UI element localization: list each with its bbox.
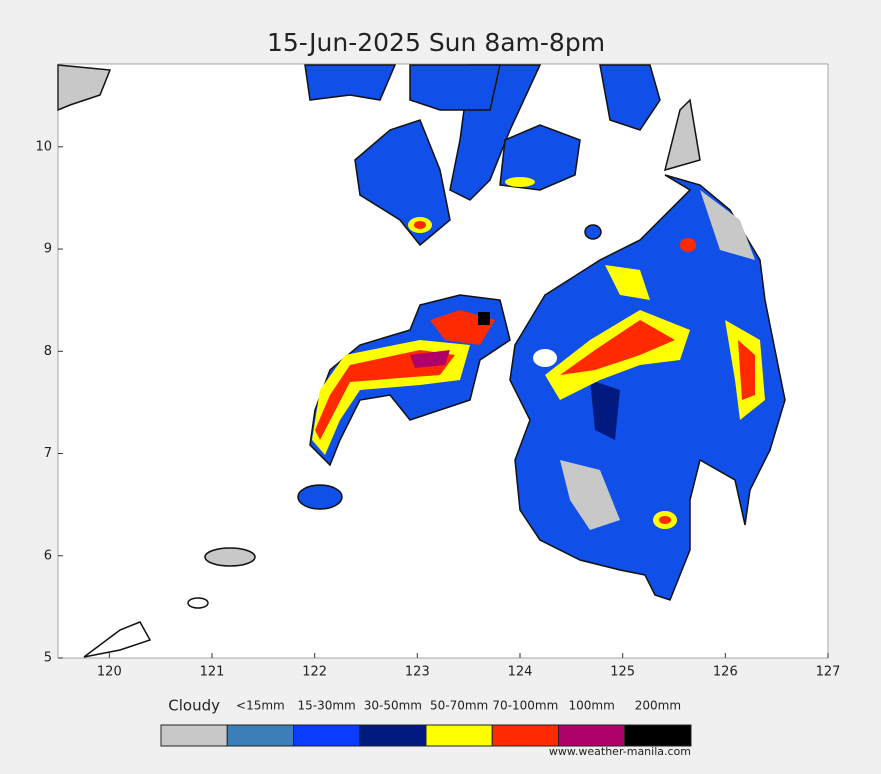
y-tick-label: 9 — [44, 242, 52, 257]
island — [663, 98, 701, 172]
rain-patch — [590, 380, 620, 440]
legend-label: 100mm — [568, 699, 614, 713]
legend-label: Cloudy — [168, 697, 220, 715]
island — [187, 597, 209, 609]
legend-label: 30-50mm — [364, 699, 422, 713]
island — [83, 621, 152, 658]
rain-patch — [414, 221, 426, 229]
y-tick-label: 8 — [44, 344, 52, 359]
legend-swatch — [491, 724, 559, 747]
map — [57, 64, 786, 658]
rain-patch — [680, 238, 696, 252]
legend-swatch — [624, 724, 692, 747]
legend-swatch — [359, 724, 427, 747]
legend-swatch — [293, 724, 361, 747]
island — [304, 64, 397, 101]
credit: www.weather-manila.com — [549, 745, 691, 758]
legend-label: 70-100mm — [492, 699, 558, 713]
legend-label: 50-70mm — [430, 699, 488, 713]
x-tick-label: 127 — [816, 665, 841, 680]
rain-patch — [315, 350, 455, 440]
legend-label: 15-30mm — [298, 699, 356, 713]
x-tick-label: 124 — [508, 665, 533, 680]
rain-patch — [700, 190, 755, 260]
y-tick-label: 6 — [44, 548, 52, 563]
legend-swatch — [226, 724, 294, 747]
y-tick-label: 10 — [35, 139, 52, 154]
rain-patch — [659, 516, 671, 524]
chart-title: 15-Jun-2025 Sun 8am-8pm — [267, 28, 605, 57]
rain-patch — [505, 177, 535, 187]
y-tick-label: 5 — [44, 651, 52, 666]
legend-label: 200mm — [635, 699, 681, 713]
island — [297, 484, 343, 510]
island — [599, 64, 661, 131]
rain-patch — [410, 350, 450, 368]
x-tick-label: 122 — [302, 665, 327, 680]
rain-patch — [560, 320, 675, 375]
island — [204, 547, 256, 567]
x-tick-label: 121 — [200, 665, 225, 680]
legend-swatch — [558, 724, 626, 747]
island — [499, 124, 581, 191]
y-tick-label: 7 — [44, 446, 52, 461]
plot-frame — [57, 63, 829, 659]
legend: Cloudy <15mm 15-30mm 30-50mm 50-70mm 70-100mm… — [160, 697, 692, 747]
rain-patch — [738, 340, 755, 400]
rain-patch — [560, 460, 620, 530]
x-tick-label: 126 — [713, 665, 738, 680]
island — [584, 224, 602, 240]
island — [354, 119, 451, 247]
island — [409, 64, 501, 111]
legend-swatch — [425, 724, 493, 747]
legend-label: <15mm — [236, 699, 285, 713]
x-tick-label: 120 — [97, 665, 122, 680]
legend-swatch — [160, 724, 228, 747]
x-tick-label: 125 — [610, 665, 635, 680]
rain-patch — [605, 265, 650, 300]
rain-patch — [478, 312, 490, 325]
rain-patch — [533, 349, 557, 367]
x-tick-label: 123 — [405, 665, 430, 680]
